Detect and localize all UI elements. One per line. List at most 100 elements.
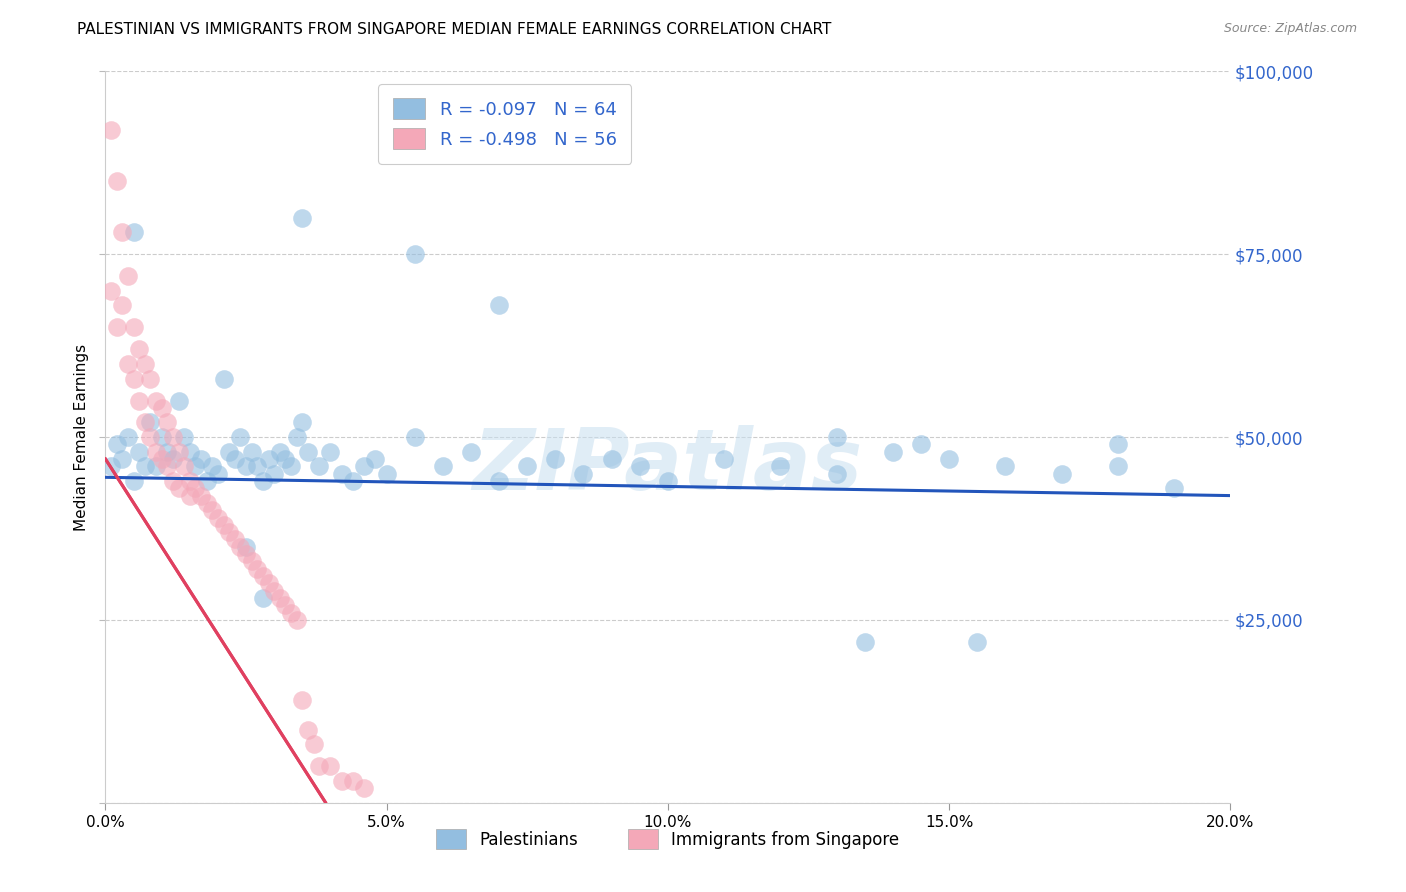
Point <box>246 459 269 474</box>
Point <box>207 467 229 481</box>
Point <box>179 474 201 488</box>
Point <box>938 452 960 467</box>
Point <box>162 452 184 467</box>
Point <box>297 723 319 737</box>
Point <box>1107 459 1129 474</box>
Point <box>1107 437 1129 451</box>
Point <box>139 371 162 385</box>
Point <box>156 459 179 474</box>
Point <box>269 591 291 605</box>
Point <box>117 430 139 444</box>
Legend: Palestinians, Immigrants from Singapore: Palestinians, Immigrants from Singapore <box>425 818 911 860</box>
Point <box>201 503 224 517</box>
Point <box>173 459 195 474</box>
Point <box>353 459 375 474</box>
Point <box>342 474 364 488</box>
Point <box>274 599 297 613</box>
Point <box>628 459 651 474</box>
Point <box>117 357 139 371</box>
Point <box>195 474 218 488</box>
Point <box>285 430 308 444</box>
Point <box>122 371 145 385</box>
Text: ZIPatlas: ZIPatlas <box>472 425 863 508</box>
Point <box>291 693 314 707</box>
Point <box>156 416 179 430</box>
Point <box>252 569 274 583</box>
Point <box>246 562 269 576</box>
Point <box>432 459 454 474</box>
Point <box>353 781 375 796</box>
Point <box>330 773 353 788</box>
Point <box>105 437 128 451</box>
Point <box>825 467 848 481</box>
Point <box>308 759 330 773</box>
Point <box>319 759 342 773</box>
Point <box>224 452 246 467</box>
Point <box>375 467 398 481</box>
Point <box>229 540 252 554</box>
Point <box>235 540 257 554</box>
Point <box>100 123 122 137</box>
Point <box>280 606 302 620</box>
Point <box>218 444 240 458</box>
Point <box>404 430 426 444</box>
Point <box>280 459 302 474</box>
Point <box>117 269 139 284</box>
Point <box>179 489 201 503</box>
Point <box>212 371 235 385</box>
Point <box>544 452 567 467</box>
Point <box>319 444 342 458</box>
Point <box>111 225 134 239</box>
Point <box>184 481 207 495</box>
Point <box>162 474 184 488</box>
Point <box>190 452 212 467</box>
Point <box>364 452 387 467</box>
Point <box>235 459 257 474</box>
Point <box>156 444 179 458</box>
Point <box>122 225 145 239</box>
Point <box>269 444 291 458</box>
Point <box>184 459 207 474</box>
Point <box>145 393 167 408</box>
Point <box>167 444 190 458</box>
Point <box>853 635 876 649</box>
Point <box>488 474 510 488</box>
Point <box>966 635 988 649</box>
Point <box>128 393 150 408</box>
Text: Source: ZipAtlas.com: Source: ZipAtlas.com <box>1223 22 1357 36</box>
Point <box>167 393 190 408</box>
Point <box>201 459 224 474</box>
Point <box>1050 467 1073 481</box>
Point <box>330 467 353 481</box>
Text: PALESTINIAN VS IMMIGRANTS FROM SINGAPORE MEDIAN FEMALE EARNINGS CORRELATION CHAR: PALESTINIAN VS IMMIGRANTS FROM SINGAPORE… <box>77 22 832 37</box>
Point <box>488 298 510 312</box>
Point <box>134 357 156 371</box>
Point <box>882 444 904 458</box>
Point <box>128 444 150 458</box>
Point <box>713 452 735 467</box>
Point <box>240 554 263 568</box>
Point <box>195 496 218 510</box>
Y-axis label: Median Female Earnings: Median Female Earnings <box>75 343 90 531</box>
Point <box>145 459 167 474</box>
Point <box>150 452 173 467</box>
Point <box>769 459 792 474</box>
Point <box>122 320 145 334</box>
Point <box>128 343 150 357</box>
Point <box>111 452 134 467</box>
Point <box>139 430 162 444</box>
Point <box>263 467 285 481</box>
Point <box>179 444 201 458</box>
Point <box>516 459 538 474</box>
Point <box>100 459 122 474</box>
Point <box>252 591 274 605</box>
Point <box>825 430 848 444</box>
Point <box>460 444 482 458</box>
Point <box>274 452 297 467</box>
Point <box>657 474 679 488</box>
Point <box>235 547 257 561</box>
Point <box>100 284 122 298</box>
Point <box>145 444 167 458</box>
Point <box>910 437 932 451</box>
Point <box>572 467 595 481</box>
